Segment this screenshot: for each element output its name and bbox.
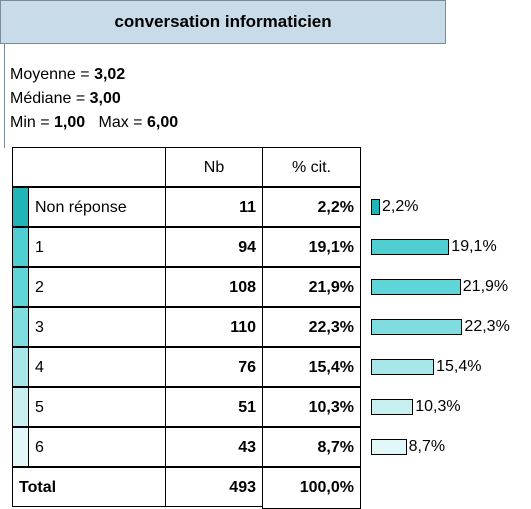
stat-value: 3,00 <box>89 90 121 107</box>
bar <box>371 359 435 375</box>
stat-value: 6,00 <box>146 114 179 131</box>
swatch <box>12 347 29 387</box>
nb-cell: 94 <box>165 227 263 267</box>
bar-label: 19,1% <box>451 238 497 255</box>
total-nb: 493 <box>165 467 263 507</box>
bar <box>371 279 461 295</box>
pct-cell: 8,7% <box>262 427 361 467</box>
bar-label: 10,3% <box>415 398 461 415</box>
swatch <box>12 307 29 347</box>
pct-cell: 10,3% <box>262 387 361 427</box>
frame-line <box>4 44 5 148</box>
swatch <box>12 387 29 427</box>
header-cell <box>12 147 166 187</box>
stat-line: Min = 1,00 Max = 6,00 <box>10 111 178 135</box>
bar <box>371 239 450 255</box>
stat-value: 3,02 <box>94 66 126 83</box>
title: conversation informaticien <box>0 0 446 44</box>
row-label: Non réponse <box>28 187 166 227</box>
swatch <box>12 427 29 467</box>
stat-value: 1,00 <box>54 114 86 131</box>
nb-cell: 11 <box>165 187 263 227</box>
bar <box>371 399 414 415</box>
stat-label: Médiane = <box>10 90 90 107</box>
nb-cell: 76 <box>165 347 263 387</box>
stat-label: Moyenne = <box>10 66 95 83</box>
row-label: 2 <box>28 267 166 307</box>
row-label: 5 <box>28 387 166 427</box>
row-label: 6 <box>28 427 166 467</box>
swatch <box>12 267 29 307</box>
nb-cell: 108 <box>165 267 263 307</box>
header-cell: % cit. <box>262 147 361 187</box>
row-label: 1 <box>28 227 166 267</box>
nb-cell: 43 <box>165 427 263 467</box>
pct-cell: 19,1% <box>262 227 361 267</box>
bar <box>371 439 407 455</box>
total-label: Total <box>12 467 166 507</box>
pct-cell: 15,4% <box>262 347 361 387</box>
pct-cell: 2,2% <box>262 187 361 227</box>
pct-cell: 22,3% <box>262 307 361 347</box>
bar-label: 8,7% <box>408 438 446 455</box>
bar-label: 15,4% <box>436 358 482 375</box>
total-pct: 100,0% <box>262 467 361 509</box>
stat-line: Médiane = 3,00 <box>10 87 121 111</box>
row-label: 4 <box>28 347 166 387</box>
bar-label: 2,2% <box>382 198 419 215</box>
swatch <box>12 187 29 227</box>
stat-label: Min = <box>10 114 55 131</box>
row-label: 3 <box>28 307 166 347</box>
nb-cell: 110 <box>165 307 263 347</box>
stat-line: Moyenne = 3,02 <box>10 63 125 87</box>
bar <box>371 199 381 215</box>
bar-label: 21,9% <box>462 278 509 295</box>
swatch <box>12 227 29 267</box>
bar-label: 22,3% <box>464 318 510 335</box>
stat-label: Max = <box>98 114 147 131</box>
bar <box>371 319 463 335</box>
pct-cell: 21,9% <box>262 267 361 307</box>
nb-cell: 51 <box>165 387 263 427</box>
header-cell: Nb <box>165 147 263 187</box>
